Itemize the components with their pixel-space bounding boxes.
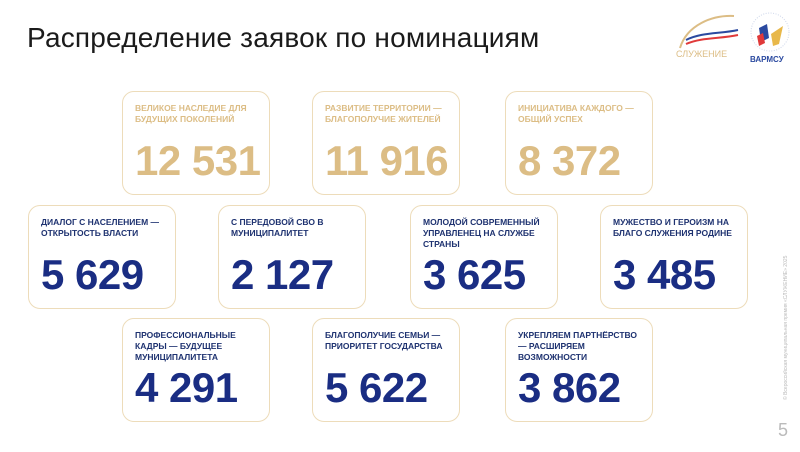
nomination-count: 5 629 <box>41 251 144 298</box>
nomination-count: 3 485 <box>613 251 716 298</box>
nomination-count: 5 622 <box>325 364 428 411</box>
nomination-label: Мужество и героизм на благо служения Род… <box>613 217 732 238</box>
nomination-card: Инициатива каждого — общий успех 8 372 <box>505 91 653 195</box>
nomination-count: 11 916 <box>325 137 449 184</box>
nomination-card: Великое наследие для будущих поколений 12… <box>122 91 270 195</box>
nomination-card: Благополучие семьи — приоритет государст… <box>312 318 460 422</box>
nomination-card: Мужество и героизм на благо служения Род… <box>600 205 748 309</box>
nomination-card: Диалог с населением — открытость власти 5… <box>28 205 176 309</box>
nomination-label: Развитие территории — благополучие жител… <box>325 103 442 124</box>
sluzhenie-logo: СЛУЖЕНИЕ <box>672 10 742 60</box>
nomination-label: Диалог с населением — открытость власти <box>41 217 160 238</box>
copyright-text: © Всероссийская муниципальная премия «СЛ… <box>783 255 789 400</box>
svg-text:СЛУЖЕНИЕ: СЛУЖЕНИЕ <box>676 49 727 59</box>
nomination-count: 4 291 <box>135 364 238 411</box>
nomination-label: С передовой СВО в муниципалитет <box>231 217 324 238</box>
nomination-label: Молодой современный управленец на службе… <box>423 217 540 249</box>
nomination-card: Укрепляем партнёрство — расширяем возмож… <box>505 318 653 422</box>
nomination-count: 8 372 <box>518 137 621 184</box>
nomination-card: Профессиональные кадры — будущее муницип… <box>122 318 270 422</box>
varmsu-logo: ВАРМСУ <box>745 10 795 65</box>
nomination-card: С передовой СВО в муниципалитет 2 127 <box>218 205 366 309</box>
nomination-label: Благополучие семьи — приоритет государст… <box>325 330 443 351</box>
svg-text:ВАРМСУ: ВАРМСУ <box>750 55 785 64</box>
nomination-card: Развитие территории — благополучие жител… <box>312 91 460 195</box>
nomination-label: Профессиональные кадры — будущее муницип… <box>135 330 236 362</box>
nomination-label: Великое наследие для будущих поколений <box>135 103 247 124</box>
page-number: 5 <box>778 420 789 440</box>
nomination-label: Инициатива каждого — общий успех <box>518 103 634 124</box>
nomination-count: 12 531 <box>135 137 261 184</box>
nomination-card: Молодой современный управленец на службе… <box>410 205 558 309</box>
nomination-count: 3 862 <box>518 364 621 411</box>
page-title: Распределение заявок по номинациям <box>27 22 540 53</box>
nomination-label: Укрепляем партнёрство — расширяем возмож… <box>518 330 638 362</box>
nomination-count: 3 625 <box>423 251 526 298</box>
nomination-count: 2 127 <box>231 251 334 298</box>
